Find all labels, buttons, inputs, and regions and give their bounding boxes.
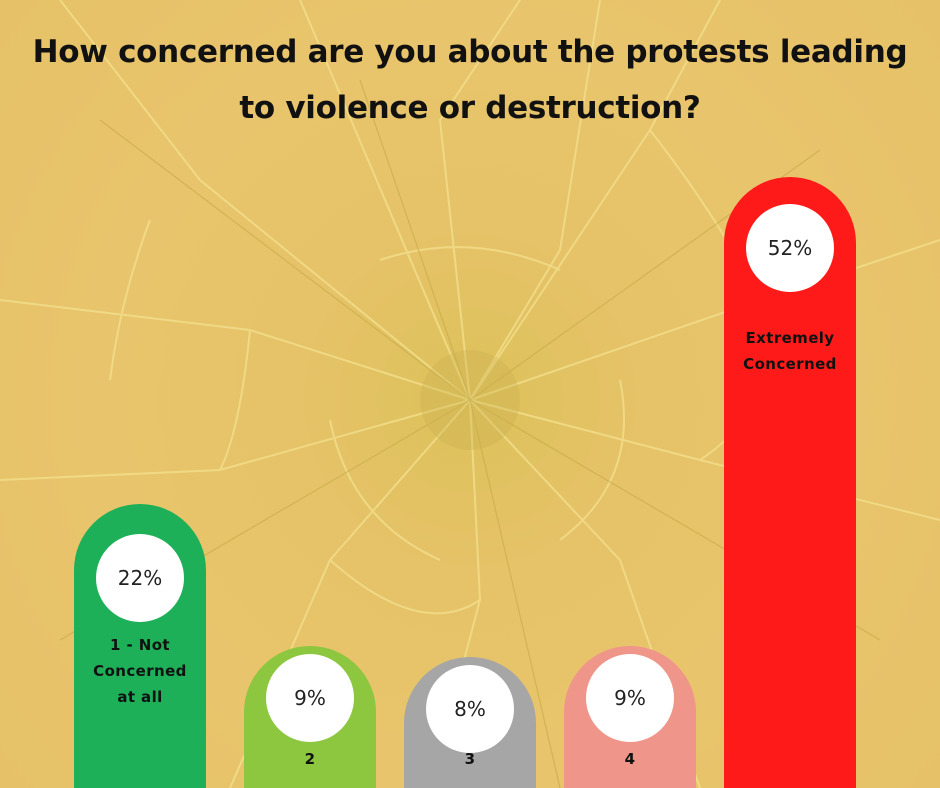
value-label: 8%: [426, 665, 514, 753]
bar-5: 52% Extremely Concerned: [724, 177, 856, 788]
category-label: 4: [624, 750, 636, 768]
chart-title: How concerned are you about the protests…: [32, 34, 908, 126]
value-label: 9%: [266, 654, 354, 742]
category-label: 3: [464, 750, 476, 768]
value-label: 52%: [746, 204, 834, 292]
category-label: 1 - Not Concerned at all: [93, 636, 187, 706]
category-label: 2: [304, 750, 316, 768]
value-label: 22%: [96, 534, 184, 622]
category-label: Extremely Concerned: [743, 329, 837, 373]
bar-4: 9% 4: [564, 646, 696, 788]
bar-1: 22% 1 - Not Concerned at all: [74, 504, 206, 788]
bar-3: 8% 3: [404, 657, 536, 788]
bar-2: 9% 2: [244, 646, 376, 788]
value-label: 9%: [586, 654, 674, 742]
